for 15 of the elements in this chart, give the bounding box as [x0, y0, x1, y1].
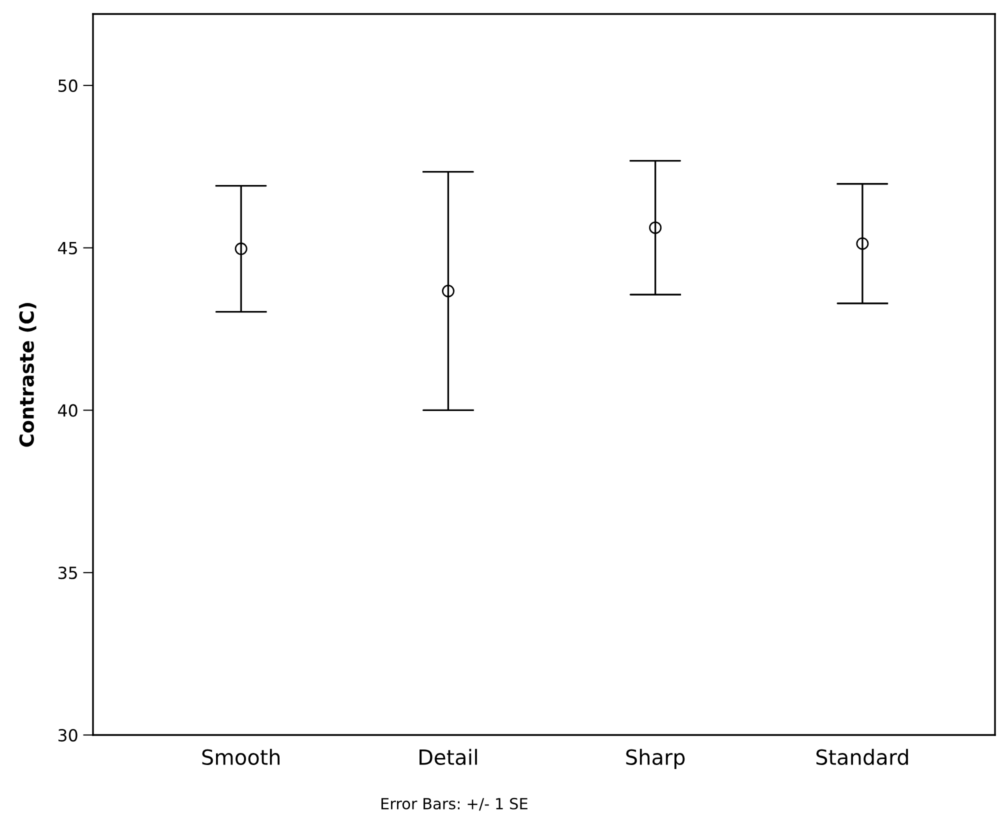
x-tick-label: Sharp	[626, 748, 685, 770]
y-tick-label: 30	[58, 728, 78, 742]
y-tick-label: 35	[58, 566, 77, 580]
x-tick-label: Detail	[420, 748, 477, 766]
y-tick-label: 50	[58, 79, 78, 92]
y-tick-label: 45	[58, 242, 77, 254]
point	[856, 237, 869, 250]
y-axis-title: Contraste (C)	[18, 302, 36, 447]
point	[649, 221, 662, 234]
text: Error Bars: +/- 1 SE	[381, 798, 528, 811]
x-tick-label: Standard	[816, 748, 908, 766]
y-tick-label: 40	[58, 404, 78, 417]
x-tick-label: Smooth	[202, 748, 280, 766]
point	[234, 242, 248, 256]
point	[442, 284, 454, 298]
